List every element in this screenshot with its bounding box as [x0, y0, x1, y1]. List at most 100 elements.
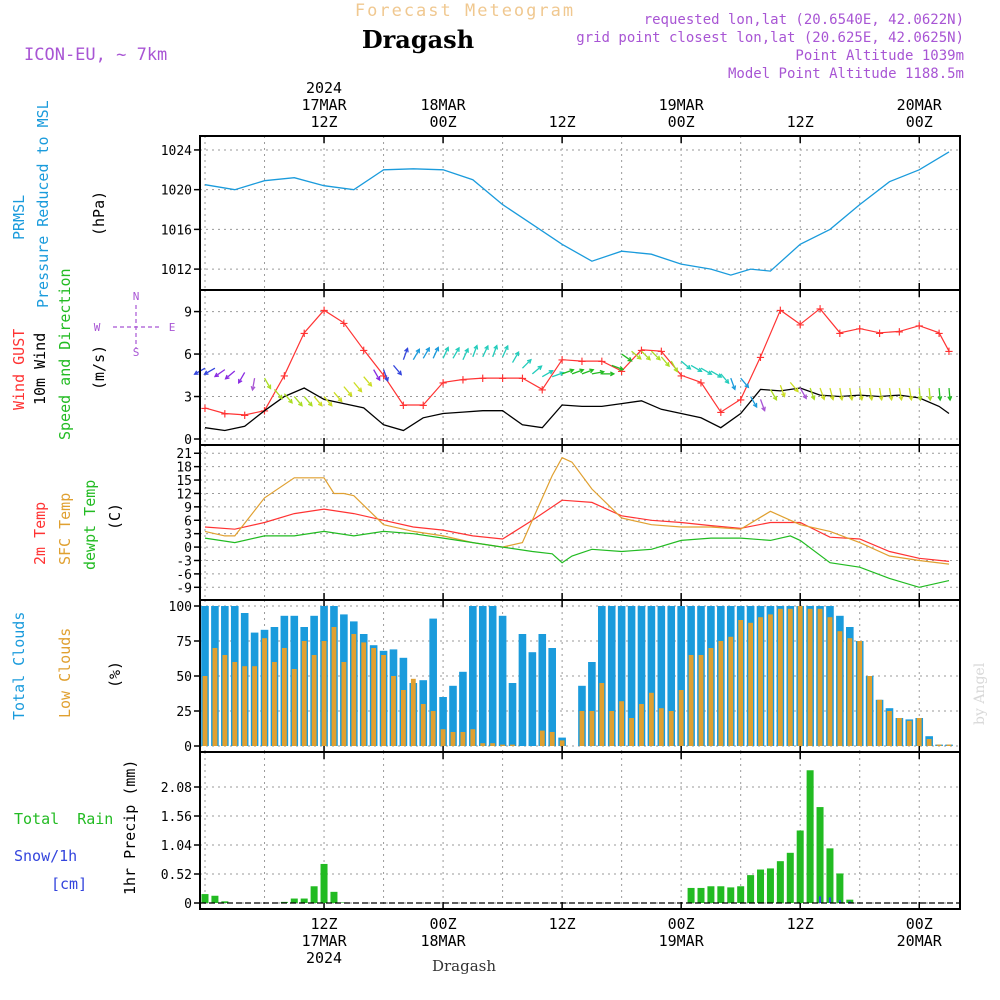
- rain-bar: [290, 898, 298, 903]
- bottom-time-label: 17MAR: [301, 932, 347, 950]
- wind-arrow: [700, 367, 713, 375]
- wind-arrow: [462, 347, 469, 360]
- low-cloud-bar: [877, 699, 882, 746]
- footer-station: Dragash: [432, 957, 496, 975]
- wind-arrow-shaft: [670, 360, 678, 372]
- low-cloud-bar: [817, 608, 823, 746]
- wind-arrow-head: [636, 354, 642, 360]
- wind-arrow-shaft: [948, 387, 951, 401]
- wind-arrow-head: [618, 366, 625, 371]
- wind-arrow: [531, 365, 543, 375]
- gust-marker: +: [677, 368, 685, 384]
- wind-arrow-shaft: [204, 367, 216, 375]
- y-tick-label: 1020: [161, 184, 192, 199]
- total-cloud-bar: [508, 683, 517, 746]
- wind-arrow-head: [193, 370, 199, 375]
- low-cloud-bar: [847, 638, 853, 746]
- wind-arrow: [442, 346, 450, 359]
- wind-arrow-head: [888, 395, 894, 402]
- wind-arrow: [740, 377, 750, 389]
- wind-arrow-head: [569, 368, 575, 374]
- wind-arrow-shaft: [392, 364, 402, 375]
- gust-marker: +: [221, 407, 229, 423]
- wind-arrow-head: [848, 395, 854, 402]
- y-tick-label: 2.08: [161, 781, 192, 796]
- wind-arrow: [472, 344, 479, 358]
- rain-bar: [707, 886, 715, 903]
- wind-arrow-shaft: [373, 369, 381, 381]
- bottom-time-label: 19MAR: [659, 932, 705, 950]
- wind-arrow-shaft: [631, 350, 642, 360]
- panel-0: 1012 1016 1020 1024: [161, 136, 960, 290]
- wind-arrow-head: [686, 364, 692, 370]
- low-cloud-bar: [262, 638, 267, 746]
- wind-arrow-shaft: [769, 389, 778, 401]
- wind-arrow-head: [655, 355, 661, 361]
- wind-arrow-head: [397, 370, 403, 376]
- rain-bar: [816, 807, 824, 903]
- wind-arrow-shaft: [700, 367, 712, 375]
- y-tick-label: 3: [184, 528, 192, 543]
- low-cloud-bar: [787, 608, 793, 746]
- snow-unit-label: [cm]: [51, 875, 87, 893]
- wind-arrow-shaft: [868, 387, 873, 400]
- wind-arrow-head: [327, 401, 333, 407]
- wind-arrow: [858, 387, 864, 402]
- wind-arrow-shaft: [541, 370, 553, 378]
- wind-arrow-shaft: [611, 364, 624, 371]
- wind-arrow-head: [504, 344, 509, 351]
- total-cloud-bar: [478, 606, 487, 746]
- y-tick-label: 75: [176, 635, 192, 650]
- total-cloud-bar: [667, 606, 676, 746]
- y-tick-label: 18: [176, 461, 192, 476]
- wind-arrow: [238, 372, 246, 385]
- wind-arrow: [660, 356, 670, 368]
- wind-arrow: [382, 369, 389, 383]
- wind-arrow-shaft: [878, 387, 883, 400]
- low-cloud-bar: [331, 627, 337, 746]
- y-tick-label: 1.56: [161, 810, 192, 825]
- wind-arrow-shaft: [432, 347, 439, 359]
- gust-marker: +: [558, 353, 566, 369]
- wind-arrow-head: [697, 367, 703, 373]
- low-cloud-bar: [232, 662, 238, 746]
- gust-marker: +: [617, 364, 625, 380]
- wind-arrow-shaft: [799, 387, 807, 399]
- wind-arrow-head: [794, 387, 799, 393]
- rain-bar: [300, 898, 308, 903]
- total-cloud-bar: [607, 606, 616, 746]
- watermark: by Angel: [972, 662, 988, 725]
- y-tick-label: 3: [184, 391, 192, 406]
- wind-arrow-head: [761, 406, 766, 412]
- low-cloud-bar: [202, 676, 208, 746]
- wind-arrow-head: [868, 395, 874, 402]
- low-cloud-bar: [301, 641, 307, 746]
- low-cloud-bar: [926, 739, 932, 746]
- rain-bar: [330, 891, 338, 903]
- wind-arrow-shaft: [730, 377, 736, 390]
- total-cloud-bar: [488, 606, 497, 746]
- low-cloud-bar: [351, 634, 357, 746]
- total-cloud-bar: [538, 634, 547, 746]
- wind-arrow: [571, 368, 585, 375]
- bottom-time-label: 12Z: [549, 915, 576, 933]
- wind-arrow-head: [425, 346, 430, 352]
- wind-arrow-shaft: [888, 387, 893, 400]
- wind-arrow-shaft: [829, 387, 834, 400]
- wind-arrow-head: [781, 392, 786, 398]
- wind-arrow-shaft: [313, 396, 323, 407]
- total-cloud-bar: [548, 648, 556, 746]
- total-cloud-bar: [469, 606, 477, 746]
- gust-marker: +: [796, 317, 804, 333]
- wind-arrow: [838, 387, 844, 402]
- low-cloud-bar: [281, 648, 287, 746]
- wind-arrow-shaft: [710, 370, 722, 378]
- wind-arrow-head: [526, 358, 532, 364]
- low-cloud-bar: [272, 662, 277, 746]
- wind-arrow-head: [878, 395, 884, 402]
- wind-arrow: [502, 344, 509, 358]
- wind-arrow: [353, 381, 363, 393]
- wind-arrow-head: [317, 401, 323, 407]
- wind-arrow: [898, 387, 904, 402]
- gust-marker: +: [260, 404, 268, 420]
